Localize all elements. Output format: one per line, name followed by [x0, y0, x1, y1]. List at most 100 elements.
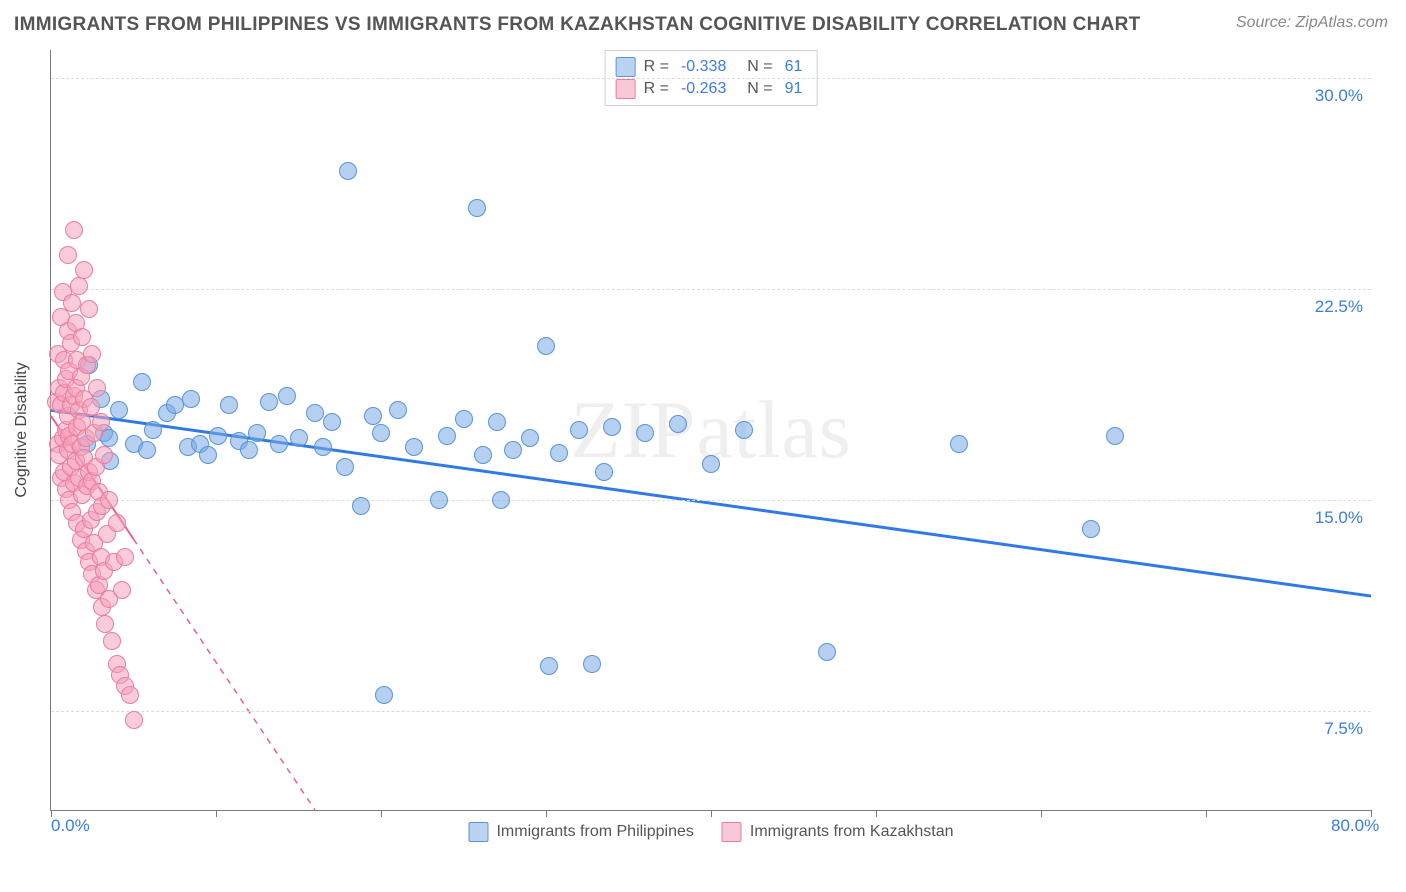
data-point: [182, 390, 200, 408]
data-point: [735, 421, 753, 439]
data-point: [166, 396, 184, 414]
legend-item: Immigrants from Kazakhstan: [722, 822, 954, 842]
data-point: [583, 655, 601, 673]
data-point: [88, 379, 106, 397]
legend-n-value: 91: [785, 80, 803, 98]
gridline: [51, 289, 1371, 290]
x-tick: [876, 810, 877, 817]
swatch-icon: [468, 822, 488, 842]
legend-item: Immigrants from Philippines: [468, 822, 693, 842]
data-point: [389, 401, 407, 419]
data-point: [121, 686, 139, 704]
data-point: [108, 514, 126, 532]
data-point: [270, 435, 288, 453]
data-point: [323, 413, 341, 431]
legend-n-label: N =: [738, 58, 772, 76]
data-point: [430, 491, 448, 509]
data-point: [314, 438, 332, 456]
plot-area: ZIPatlas R = -0.338 N = 61 R = -0.263 N …: [50, 50, 1371, 811]
data-point: [669, 415, 687, 433]
legend-stats-row: R = -0.338 N = 61: [616, 57, 807, 77]
data-point: [103, 632, 121, 650]
data-point: [75, 261, 93, 279]
data-point: [125, 711, 143, 729]
data-point: [336, 458, 354, 476]
data-point: [59, 246, 77, 264]
data-point: [92, 413, 110, 431]
legend-series: Immigrants from Philippines Immigrants f…: [468, 822, 953, 842]
x-tick-label: 80.0%: [1331, 816, 1379, 836]
data-point: [133, 373, 151, 391]
data-point: [95, 446, 113, 464]
x-tick-label: 0.0%: [51, 816, 90, 836]
legend-series-label: Immigrants from Philippines: [496, 823, 693, 841]
data-point: [290, 429, 308, 447]
data-point: [138, 441, 156, 459]
data-point: [375, 686, 393, 704]
data-point: [352, 497, 370, 515]
data-point: [540, 657, 558, 675]
data-point: [537, 337, 555, 355]
data-point: [73, 328, 91, 346]
data-point: [504, 441, 522, 459]
data-point: [144, 421, 162, 439]
x-tick: [216, 810, 217, 817]
x-tick: [546, 810, 547, 817]
gridline: [51, 500, 1371, 501]
data-point: [702, 455, 720, 473]
data-point: [550, 444, 568, 462]
data-point: [65, 221, 83, 239]
x-tick: [711, 810, 712, 817]
data-point: [603, 418, 621, 436]
legend-stats-row: R = -0.263 N = 91: [616, 79, 807, 99]
swatch-icon: [722, 822, 742, 842]
data-point: [116, 548, 134, 566]
data-point: [468, 199, 486, 217]
data-point: [100, 491, 118, 509]
legend-r-value: -0.263: [681, 80, 726, 98]
swatch-icon: [616, 79, 636, 99]
gridline: [51, 711, 1371, 712]
data-point: [110, 401, 128, 419]
data-point: [636, 424, 654, 442]
data-point: [950, 435, 968, 453]
data-point: [339, 162, 357, 180]
data-point: [488, 413, 506, 431]
chart-source: Source: ZipAtlas.com: [1236, 14, 1388, 32]
data-point: [96, 615, 114, 633]
data-point: [209, 427, 227, 445]
chart-container: IMMIGRANTS FROM PHILIPPINES VS IMMIGRANT…: [0, 0, 1406, 892]
legend-n-label: N =: [738, 80, 772, 98]
data-point: [364, 407, 382, 425]
data-point: [80, 300, 98, 318]
y-axis-label: Cognitive Disability: [13, 362, 31, 497]
y-tick-label: 30.0%: [1315, 86, 1363, 106]
data-point: [278, 387, 296, 405]
legend-series-label: Immigrants from Kazakhstan: [750, 823, 954, 841]
gridline: [51, 78, 1371, 79]
data-point: [240, 441, 258, 459]
data-point: [260, 393, 278, 411]
chart-title: IMMIGRANTS FROM PHILIPPINES VS IMMIGRANT…: [14, 14, 1141, 36]
data-point: [83, 345, 101, 363]
x-tick: [381, 810, 382, 817]
data-point: [306, 404, 324, 422]
data-point: [1082, 520, 1100, 538]
data-point: [1106, 427, 1124, 445]
data-point: [492, 491, 510, 509]
data-point: [372, 424, 390, 442]
legend-r-value: -0.338: [681, 58, 726, 76]
y-tick-label: 22.5%: [1315, 297, 1363, 317]
data-point: [438, 427, 456, 445]
x-tick: [1041, 810, 1042, 817]
data-point: [818, 643, 836, 661]
data-point: [595, 463, 613, 481]
data-point: [455, 410, 473, 428]
data-point: [570, 421, 588, 439]
data-point: [70, 277, 88, 295]
legend-n-value: 61: [785, 58, 803, 76]
data-point: [63, 294, 81, 312]
legend-r-label: R =: [644, 58, 669, 76]
legend-r-label: R =: [644, 80, 669, 98]
x-tick: [1206, 810, 1207, 817]
